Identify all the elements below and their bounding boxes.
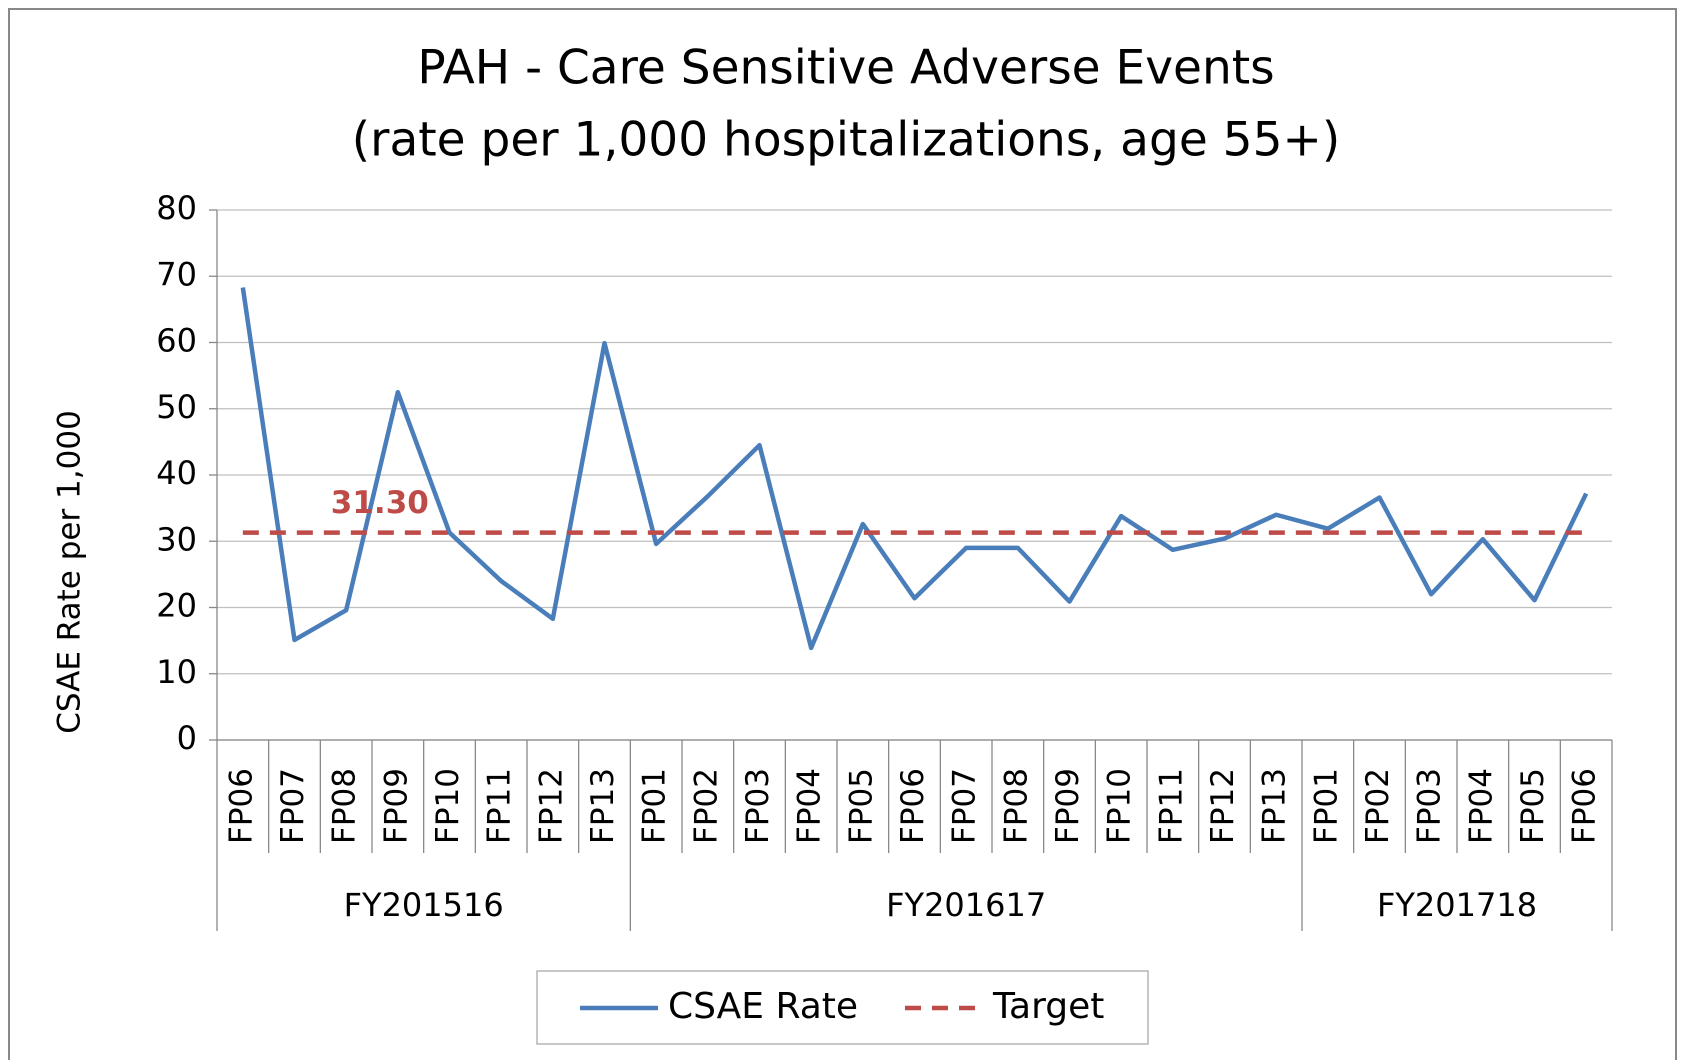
y-axis-title: CSAE Rate per 1,000 — [52, 410, 88, 734]
x-tick-label: FP02 — [688, 768, 724, 844]
data-line — [240, 287, 1589, 651]
x-tick-label: FP11 — [482, 768, 518, 844]
y-tick-label: 80 — [156, 189, 197, 227]
x-tick-label: FP06 — [1567, 768, 1603, 844]
x-tick-label: FP10 — [1102, 768, 1138, 844]
x-tick-label: FP04 — [792, 768, 828, 844]
x-tick-label: FP06 — [895, 768, 931, 844]
data-label: 31.30 — [331, 485, 429, 521]
y-tick-label: 20 — [156, 587, 197, 625]
x-tick-label: FP06 — [223, 768, 259, 844]
x-tick-label: FP08 — [998, 768, 1034, 844]
x-tick-label: FP12 — [1205, 768, 1241, 844]
x-tick-label: FP13 — [585, 768, 621, 844]
x-tick-label: FP05 — [1515, 768, 1551, 844]
x-tick-label: FP11 — [1153, 768, 1189, 844]
x-tick-label: FP01 — [637, 768, 673, 844]
y-tick-label: 30 — [156, 520, 197, 558]
y-tick-label: 0 — [177, 719, 197, 757]
legend-label: CSAE Rate — [668, 986, 858, 1027]
y-tick-label: 70 — [156, 255, 197, 293]
x-tick-label: FP05 — [843, 768, 879, 844]
y-tick-label: 40 — [156, 454, 197, 492]
group-label: FY201718 — [1377, 886, 1537, 924]
x-tick-label: FP13 — [1257, 768, 1293, 844]
y-tick-label: 10 — [156, 653, 197, 691]
x-tick-label: FP03 — [1412, 768, 1448, 844]
x-tick-label: FP09 — [1050, 768, 1086, 844]
x-tick-label: FP02 — [1360, 768, 1396, 844]
x-tick-label: FP09 — [378, 768, 414, 844]
y-tick-label: 60 — [156, 322, 197, 360]
x-tick-label: FP01 — [1308, 768, 1344, 844]
x-tick-label: FP04 — [1463, 768, 1499, 844]
x-tick-label: FP10 — [430, 768, 466, 844]
group-label: FY201516 — [344, 886, 504, 924]
chart-title: PAH - Care Sensitive Adverse Events — [417, 41, 1274, 96]
x-tick-label: FP03 — [740, 768, 776, 844]
x-tick-label: FP12 — [533, 768, 569, 844]
x-tick-label: FP07 — [275, 768, 311, 844]
group-label: FY201617 — [886, 886, 1046, 924]
x-tick-label: FP07 — [947, 768, 983, 844]
legend-label: Target — [992, 986, 1104, 1027]
chart-subtitle: (rate per 1,000 hospitalizations, age 55… — [352, 113, 1340, 168]
x-tick-label: FP08 — [327, 768, 363, 844]
y-tick-label: 50 — [156, 388, 197, 426]
